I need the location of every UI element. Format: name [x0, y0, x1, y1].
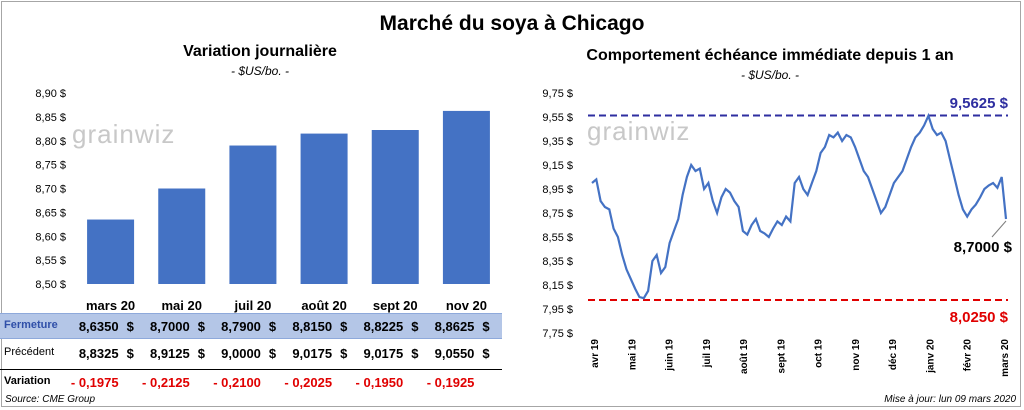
table-cell: 9,0550 — [434, 346, 475, 361]
table-cell-currency: $ — [482, 319, 490, 334]
close-row-label: Fermeture — [4, 319, 58, 331]
bar — [442, 110, 490, 284]
bar-ytick-label: 8,65 $ — [35, 207, 66, 219]
bar — [158, 188, 206, 284]
table-cell-currency: $ — [340, 346, 348, 361]
bar — [371, 130, 419, 284]
table-cell: 8,7000 — [149, 319, 190, 334]
bar-ytick-label: 8,75 $ — [35, 160, 66, 172]
change-row: Variation - 0,1975 - 0,2125 - 0,2100 - 0,20… — [0, 369, 502, 394]
bar-category-label: nov 20 — [446, 298, 487, 313]
table-cell: - 0,2125 — [142, 375, 190, 390]
bar-ytick-label: 8,50 $ — [35, 279, 66, 291]
table-cell: 9,0175 — [363, 346, 404, 361]
table-cell: - 0,1950 — [355, 375, 404, 390]
bar — [300, 133, 348, 284]
right-chart-subtitle: - $US/bo. - — [740, 68, 800, 82]
watermark: grainwiz — [72, 119, 175, 149]
bar-category-label: août 20 — [301, 298, 347, 313]
table-cell: 8,8225 — [363, 319, 404, 334]
page-title: Marché du soya à Chicago — [379, 12, 645, 35]
table-cell: - 0,2025 — [284, 375, 333, 390]
bar-ytick-label: 8,90 $ — [35, 88, 66, 100]
left-chart-title: Variation journalière — [183, 43, 337, 60]
table-cell: 8,8625 — [434, 319, 475, 334]
left-chart-subtitle: - $US/bo. - — [230, 64, 290, 78]
table-cell: 8,9125 — [149, 346, 190, 361]
bar-category-label: sept 20 — [373, 298, 418, 313]
change-row-label: Variation — [4, 375, 51, 387]
table-cell-currency: $ — [340, 319, 348, 334]
previous-row-label: Précédent — [4, 346, 55, 358]
bar-ytick-label: 8,85 $ — [35, 112, 66, 124]
table-cell: - 0,1975 — [70, 375, 119, 390]
table-cell-currency: $ — [197, 319, 205, 334]
table-cell-currency: $ — [268, 346, 277, 361]
table-cell: 9,0000 — [221, 346, 261, 361]
bar-category-label: juil 20 — [233, 298, 271, 313]
bar-ytick-label: 8,60 $ — [35, 231, 66, 243]
right-chart-title: Comportement échéance immédiate depuis 1… — [586, 47, 954, 64]
table-cell-currency: $ — [482, 346, 490, 361]
table-cell: 8,6350 — [78, 319, 119, 334]
table-cell-currency: $ — [268, 319, 277, 334]
bar — [229, 145, 277, 284]
table-cell-currency: $ — [197, 346, 205, 361]
table-cell: 9,0175 — [292, 346, 333, 361]
bar-chart: grainwiz 8,50 $ 8,55 $ 8,60 $ 8,65 $ 8,70 $ 8… — [35, 88, 490, 313]
bar-category-label: mai 20 — [162, 298, 202, 313]
table-cell: 8,8325 — [78, 346, 119, 361]
update-note: Mise à jour: lun 09 mars 2020 — [884, 394, 1016, 405]
bar-ytick-label: 8,70 $ — [35, 184, 66, 196]
previous-row: Précédent 8,8325 $8,9125 $9,0000 $9,0175 $9,… — [0, 341, 502, 365]
table-cell: 8,8150 — [292, 319, 333, 334]
table-cell: - 0,1925 — [426, 375, 475, 390]
table-cell: - 0,2100 — [213, 375, 261, 390]
bar-ytick-label: 8,55 $ — [35, 255, 66, 267]
table-cell-currency: $ — [126, 319, 134, 334]
bar — [87, 219, 135, 284]
table-cell: 8,7900 — [221, 319, 261, 334]
close-row: Fermeture 8,6350 $8,7000 $8,7900 $8,8150 $8,… — [0, 313, 502, 339]
bar-category-label: mars 20 — [86, 298, 135, 313]
bar-ytick-label: 8,80 $ — [35, 136, 66, 148]
table-cell-currency: $ — [411, 346, 419, 361]
table-cell-currency: $ — [411, 319, 419, 334]
table-cell-currency: $ — [126, 346, 134, 361]
source-note: Source: CME Group — [5, 394, 96, 405]
